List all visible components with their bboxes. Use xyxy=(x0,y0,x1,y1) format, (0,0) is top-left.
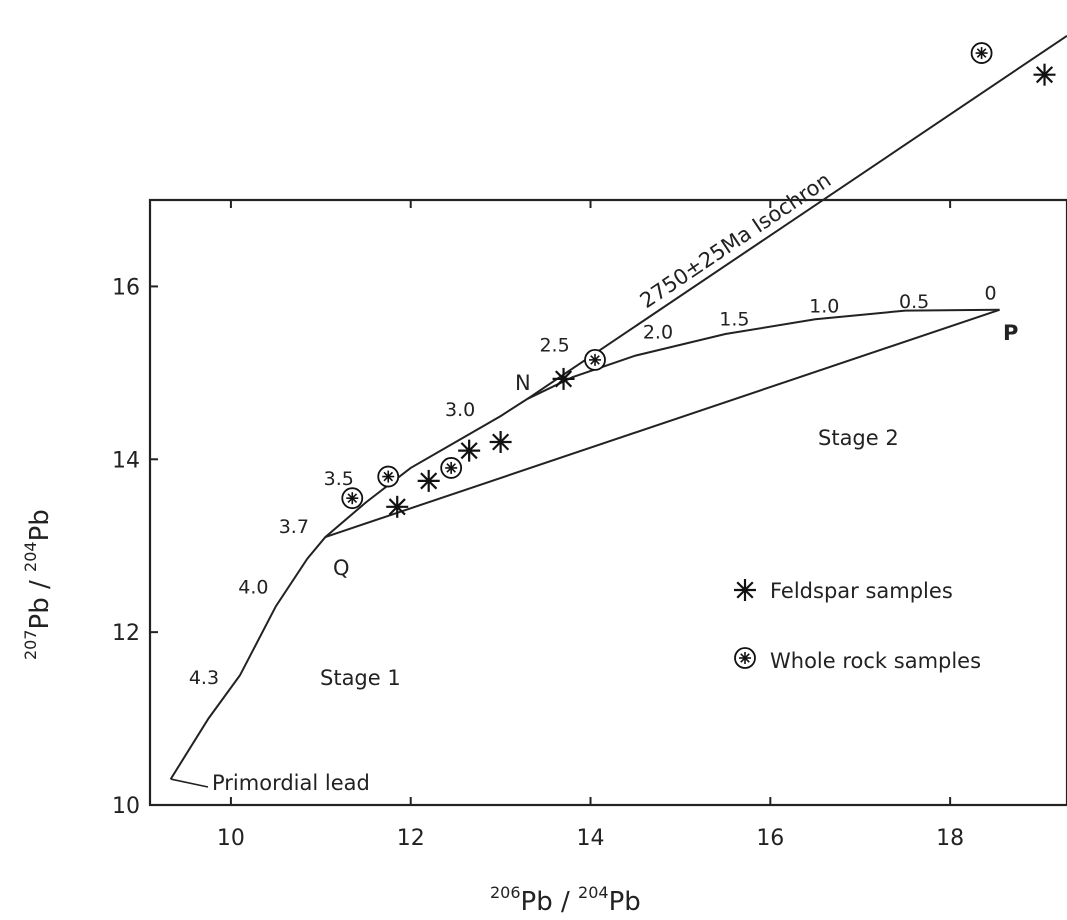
point-q-label: Q xyxy=(333,556,350,580)
legend-feldspar-label: Feldspar samples xyxy=(770,579,953,603)
star-stroke xyxy=(1035,66,1054,84)
legend-feldspar-star xyxy=(734,579,756,601)
marker-star xyxy=(740,653,750,663)
whole-rock-point xyxy=(341,487,364,510)
point-p-label: P xyxy=(1003,321,1018,345)
x-axis-title: 206Pb / 204Pb xyxy=(490,883,641,917)
star-stroke xyxy=(420,472,438,490)
whole-rock-point xyxy=(584,348,606,371)
star-stroke xyxy=(492,433,510,451)
star-stroke xyxy=(736,581,754,599)
y-tick-label: 12 xyxy=(112,621,140,646)
y-axis-title: 207Pb / 204Pb xyxy=(21,509,55,660)
y-tick-label: 14 xyxy=(112,448,140,473)
age-label: 2.5 xyxy=(539,334,569,356)
feldspar-point xyxy=(1033,63,1056,86)
feldspar-point xyxy=(458,439,481,462)
x-tick-label: 12 xyxy=(397,826,425,851)
feldspar-point xyxy=(386,495,409,518)
legend-whole-rock-marker xyxy=(734,647,756,669)
age-label: 2.0 xyxy=(643,321,673,343)
age-label: 4.3 xyxy=(189,667,219,689)
marker-star xyxy=(976,48,987,58)
legend-whole-rock-symbol xyxy=(734,647,756,669)
marker-star xyxy=(347,493,358,503)
age-label: 3.7 xyxy=(279,516,309,538)
feldspar-point xyxy=(552,367,575,390)
feldspar-point xyxy=(489,431,512,453)
age-label: 4.0 xyxy=(238,576,268,598)
primordial-pointer xyxy=(170,778,209,788)
x-tick-label: 16 xyxy=(756,826,784,851)
marker-star xyxy=(446,463,456,473)
star-stroke xyxy=(388,498,406,516)
legend: Feldspar samples Whole rock samples xyxy=(734,579,981,673)
marker-star xyxy=(590,355,600,365)
age-label: 0.5 xyxy=(899,291,929,313)
legend-whole-rock-label: Whole rock samples xyxy=(770,649,981,673)
age-label: 1.5 xyxy=(719,308,749,330)
star-stroke xyxy=(460,442,478,460)
x-tick-label: 14 xyxy=(577,826,605,851)
whole-rock-point xyxy=(970,42,993,64)
whole-rock-point xyxy=(440,457,463,479)
star-stroke xyxy=(554,370,573,388)
age-label: 1.0 xyxy=(809,295,839,317)
legend-feldspar-marker xyxy=(734,579,756,601)
point-n-label: N xyxy=(515,371,531,395)
y-tick-label: 10 xyxy=(112,794,140,819)
x-tick-label: 18 xyxy=(936,826,964,851)
plot-frame xyxy=(148,198,1067,807)
isochron-line xyxy=(527,34,1067,400)
marker-star xyxy=(383,471,394,482)
stage-2-label: Stage 2 xyxy=(818,426,899,450)
age-label: 3.5 xyxy=(324,468,354,490)
growth-curve xyxy=(169,308,1000,780)
y-tick-label: 16 xyxy=(112,275,140,300)
age-label: 3.0 xyxy=(445,399,475,421)
x-tick-label: 10 xyxy=(217,826,245,851)
stage-1-label: Stage 1 xyxy=(320,666,401,690)
isochron-label: 2750±25Ma Isochron xyxy=(636,168,836,313)
stage-2-line xyxy=(324,308,1000,539)
age-label: 0 xyxy=(985,282,997,304)
feldspar-point xyxy=(417,469,440,492)
primordial-lead-label: Primordial lead xyxy=(212,771,370,795)
whole-rock-point xyxy=(377,465,400,488)
